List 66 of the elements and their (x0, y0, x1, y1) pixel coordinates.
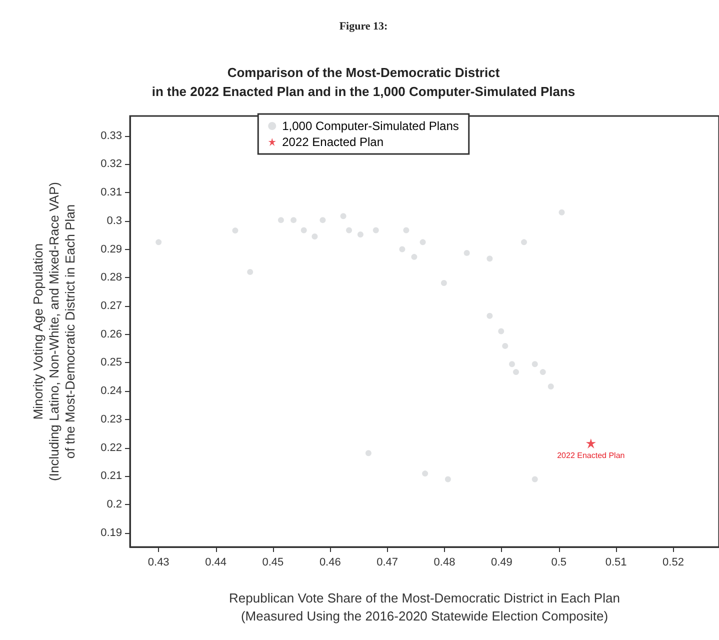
point (513, 369, 519, 376)
point (444, 476, 451, 482)
y-tick-label: 0.29 (100, 243, 122, 256)
point (498, 328, 504, 334)
x-tick-label: 0.45 (262, 556, 284, 568)
point (232, 228, 238, 234)
point (403, 227, 410, 234)
x-tick-label: 0.5 (551, 556, 567, 568)
chart-subtitle: Comparison of the Most-Democratic District in the 2022 Enacted Plan and in the 1,000 Computer-Simulated Plans (152, 65, 576, 99)
legend-label: 2022 Enacted Plan (282, 135, 384, 149)
point (346, 227, 352, 234)
x-tick-label: 0.51 (605, 556, 627, 568)
point (340, 213, 346, 220)
point (420, 239, 426, 246)
y-tick-label: 0.28 (100, 272, 122, 284)
point (300, 227, 307, 234)
point (290, 217, 297, 224)
point (357, 232, 364, 238)
x-tick-label: 0.52 (662, 556, 684, 568)
point (247, 268, 254, 275)
point (399, 246, 406, 252)
point (532, 361, 538, 368)
point (312, 234, 318, 240)
point (509, 361, 515, 368)
y-axis-title: Minority Voting Age Population (Including Latino, Non-White, and Mixed-Race VAP) of the Most-Democratic District in Each Plan (30, 182, 78, 481)
x-tick-label: 0.46 (319, 556, 341, 568)
chart-title: Figure 13: (339, 20, 388, 32)
y-tick-label: 0.27 (100, 300, 122, 312)
point (464, 250, 470, 256)
point (372, 227, 379, 234)
y-tick-label: 0.32 (100, 158, 122, 170)
point (440, 280, 447, 286)
x-tick-label: 0.44 (205, 556, 226, 568)
y-tick-label: 0.3 (106, 214, 122, 227)
y-tick-label: 0.19 (100, 526, 122, 539)
x-tick-label: 0.49 (490, 556, 512, 568)
point (521, 239, 527, 246)
y-tick-label: 0.33 (100, 130, 122, 142)
y-tick-label: 0.21 (100, 470, 122, 482)
y-tick-label: 0.25 (100, 356, 122, 369)
x-tick-label: 0.43 (148, 556, 170, 568)
point (558, 209, 565, 216)
legend-label: 1,000 Computer-Simulated Plans (282, 119, 459, 133)
point (320, 217, 326, 224)
point (502, 342, 508, 349)
y-tick-label: 0.26 (100, 328, 122, 340)
point (422, 470, 428, 477)
y-tick-label: 0.31 (100, 186, 122, 199)
x-tick-label: 0.48 (434, 556, 456, 568)
point (411, 254, 418, 260)
point (365, 450, 372, 456)
y-tick-label: 0.24 (100, 385, 122, 398)
point (156, 239, 162, 246)
point (586, 438, 596, 449)
y-tick-label: 0.22 (100, 442, 122, 454)
point (548, 384, 554, 390)
x-tick-label: 0.47 (376, 556, 398, 568)
point (486, 312, 493, 319)
y-tick-label: 0.23 (100, 413, 122, 426)
point (532, 476, 538, 482)
point (278, 217, 284, 224)
x-axis-title: Republican Vote Share of the Most-Democratic District in Each Plan (Measured Using the 2016-2020 Statewide Election Composite) (229, 590, 620, 624)
point (540, 369, 546, 376)
y-tick-label: 0.2 (106, 498, 122, 510)
annotation: 2022 Enacted Plan (557, 451, 625, 460)
point (486, 256, 493, 262)
